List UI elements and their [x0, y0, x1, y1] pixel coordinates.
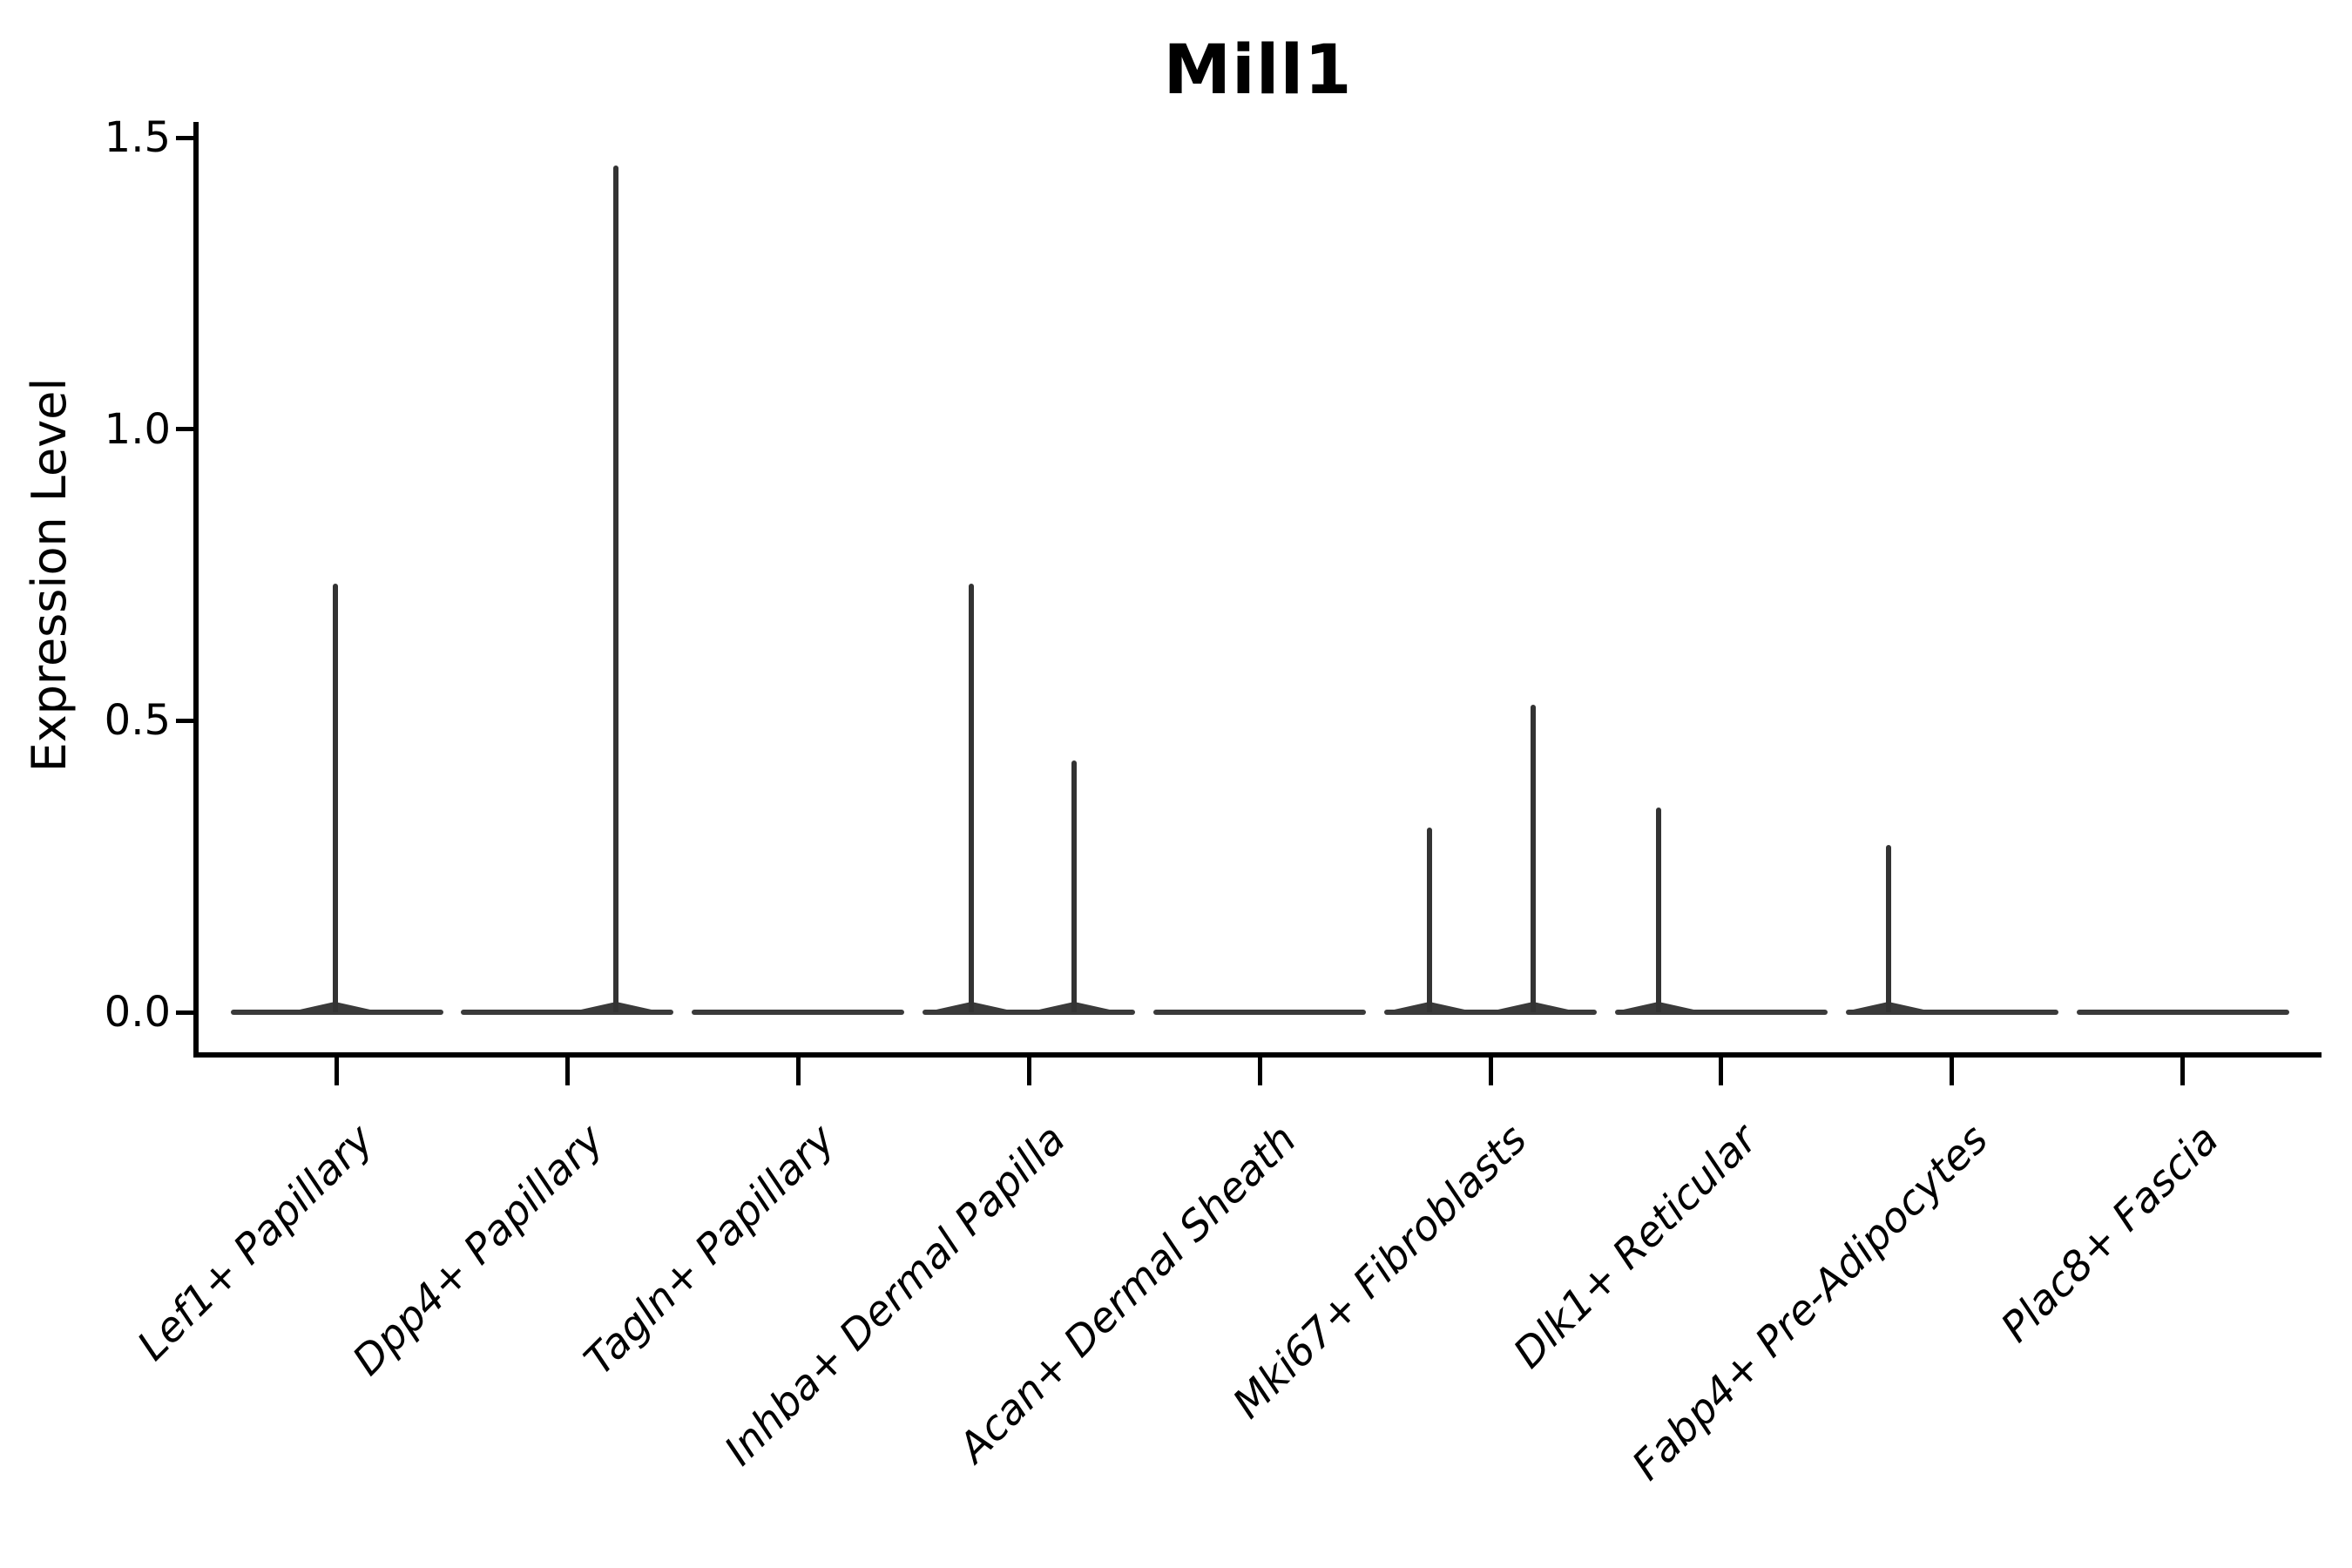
y-tick-mark	[176, 427, 193, 432]
violin-tail-spike	[332, 584, 338, 1012]
x-tick-mark	[564, 1058, 570, 1085]
violin-baseline	[1845, 1010, 2058, 1015]
violin-baseline	[230, 1010, 443, 1015]
y-tick-label: 0.5	[104, 696, 171, 746]
x-tick-label: Lef1+ Papillary	[127, 1115, 382, 1370]
violin-tail-spike	[613, 166, 619, 1012]
x-tick-mark	[1026, 1058, 1031, 1085]
x-tick-label: Tagln+ Papillary	[575, 1115, 844, 1385]
x-tick-mark	[795, 1058, 801, 1085]
violin-baseline	[923, 1010, 1136, 1015]
x-tick-mark	[335, 1058, 339, 1085]
violin-tail-spike	[969, 584, 975, 1012]
y-axis-spine	[193, 122, 199, 1058]
x-tick-mark	[1488, 1058, 1493, 1085]
x-tick-mark	[2180, 1058, 2186, 1085]
y-tick-mark	[176, 718, 193, 723]
y-tick-label: 0.0	[104, 988, 171, 1037]
violin-tail-spike	[1531, 705, 1536, 1012]
violin-baseline	[2076, 1010, 2289, 1015]
violin-baseline	[1384, 1010, 1597, 1015]
x-tick-mark	[1257, 1058, 1262, 1085]
x-tick-label: Dpp4+ Papillary	[343, 1115, 613, 1385]
violin-tail-spike	[1071, 760, 1078, 1012]
x-tick-mark	[1950, 1058, 1955, 1085]
y-tick-mark	[176, 1010, 193, 1015]
x-tick-label: Dlk1+ Reticular	[1504, 1115, 1767, 1378]
chart-title: Mill1	[1163, 31, 1353, 110]
violin-tail-spike	[1885, 844, 1891, 1012]
y-tick-label: 1.5	[104, 113, 171, 163]
x-tick-label: Plac8+ Fascia	[1992, 1115, 2229, 1352]
violin-baseline	[1153, 1010, 1367, 1015]
violin-baseline	[1614, 1010, 1828, 1015]
violin-tail-spike	[1427, 827, 1432, 1012]
y-tick-label: 1.0	[104, 404, 171, 454]
y-tick-mark	[176, 135, 193, 140]
x-tick-mark	[1719, 1058, 1724, 1085]
violin-baseline	[461, 1010, 674, 1015]
violin-tail-spike	[1655, 808, 1661, 1012]
x-axis-spine	[193, 1052, 2322, 1058]
violin-baseline	[692, 1010, 905, 1015]
